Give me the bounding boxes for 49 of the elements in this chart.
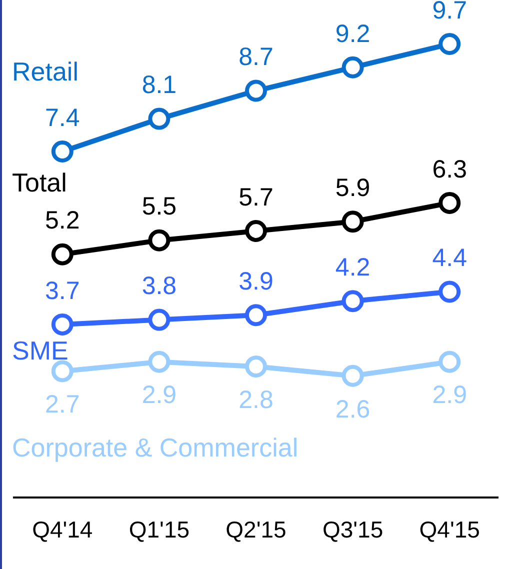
data-label: 2.9 [142, 381, 177, 410]
x-tick-label: Q1'15 [128, 516, 190, 543]
data-label: 4.2 [335, 253, 370, 282]
point [51, 243, 74, 266]
data-label: 3.8 [142, 272, 177, 300]
point [148, 229, 170, 252]
point [245, 80, 267, 102]
point [148, 308, 170, 331]
x-tick-label: Q4'14 [32, 516, 93, 543]
series-label: Total [12, 168, 67, 198]
point [51, 140, 74, 163]
data-label: 9.7 [432, 0, 467, 24]
data-label: 7.4 [45, 104, 80, 132]
point [342, 56, 364, 78]
point [148, 350, 170, 373]
point [342, 290, 364, 312]
data-label: 2.9 [432, 381, 467, 410]
x-tick-label: Q4'15 [419, 516, 480, 543]
x-tick-label: Q3'15 [322, 516, 384, 543]
point [438, 350, 461, 373]
series-label: SME [12, 336, 68, 366]
data-label: 2.6 [335, 395, 370, 424]
point [438, 192, 461, 214]
data-label: 5.2 [45, 206, 80, 235]
data-label: 2.7 [45, 390, 80, 419]
text: Retail [12, 56, 78, 87]
data-label: 9.2 [335, 20, 370, 48]
point [245, 220, 267, 242]
point [51, 360, 74, 382]
point [245, 356, 267, 378]
data-label: 5.7 [238, 183, 274, 212]
point [245, 304, 267, 326]
x-tick-label: Q2'15 [226, 516, 286, 543]
point [342, 364, 364, 387]
data-label: 8.7 [238, 43, 274, 72]
text: Corporate & Commercial [12, 432, 298, 462]
data-label: 3.9 [238, 268, 274, 296]
data-label: 5.9 [335, 174, 370, 202]
point [51, 313, 74, 336]
data-label: 3.7 [45, 276, 80, 305]
point [148, 108, 170, 130]
data-label: 8.1 [142, 71, 177, 100]
data-label: 6.3 [432, 155, 467, 184]
point [438, 280, 461, 303]
data-label: 2.8 [238, 386, 274, 414]
point [342, 210, 364, 233]
data-label: 4.4 [432, 244, 468, 272]
data-label: 5.5 [142, 192, 177, 221]
point [438, 33, 461, 56]
